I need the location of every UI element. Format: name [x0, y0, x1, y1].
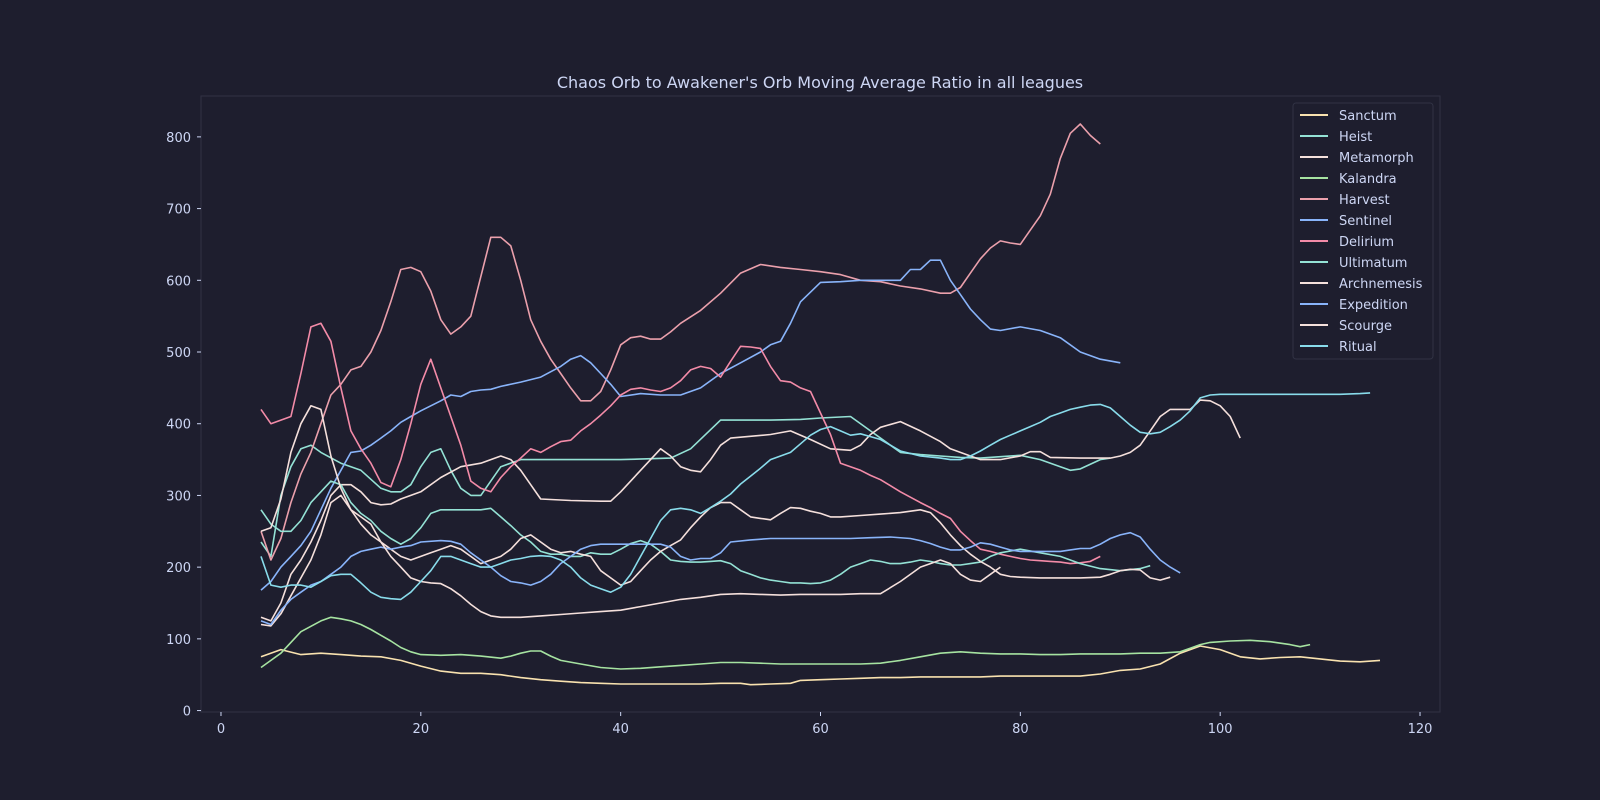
y-tick-label: 500: [166, 346, 191, 361]
y-tick-label: 800: [166, 131, 191, 146]
x-tick-label: 0: [217, 722, 225, 737]
series-line-heist: [260, 415, 1111, 558]
x-tick-label: 100: [1208, 722, 1233, 737]
y-tick-label: 0: [183, 705, 191, 720]
legend-label-delirium: Delirium: [1339, 235, 1394, 250]
x-tick-label: 60: [812, 722, 829, 737]
legend-label-scourge: Scourge: [1339, 319, 1392, 334]
x-axis: 0 20 40 60 80 100 120: [217, 712, 1433, 737]
legend-label-expedition: Expedition: [1339, 298, 1408, 313]
series-lines: [260, 123, 1381, 686]
series-line-metamorph: [260, 399, 1241, 622]
y-tick-label: 700: [166, 203, 191, 218]
legend-box: [1292, 102, 1434, 360]
legend-label-sentinel: Sentinel: [1339, 214, 1392, 229]
y-tick-label: 100: [166, 633, 191, 648]
y-tick-label: 400: [166, 418, 191, 433]
series-line-scourge: [260, 404, 1001, 619]
x-tick-label: 80: [1012, 722, 1029, 737]
series-line-harvest: [260, 123, 1101, 561]
legend-label-sanctum: Sanctum: [1339, 109, 1397, 124]
legend-label-ultimatum: Ultimatum: [1339, 256, 1407, 271]
y-tick-label: 300: [166, 489, 191, 504]
chart-title: Chaos Orb to Awakener's Orb Moving Avera…: [557, 73, 1083, 92]
x-tick-label: 40: [612, 722, 629, 737]
series-line-archnemesis: [260, 494, 1171, 627]
legend-label-archnemesis: Archnemesis: [1339, 277, 1423, 292]
legend: Sanctum Heist Metamorph Kalandra Harvest Sent…: [1292, 102, 1434, 360]
series-line-delirium: [260, 322, 1101, 565]
legend-label-metamorph: Metamorph: [1339, 151, 1414, 166]
y-tick-label: 200: [166, 561, 191, 576]
legend-label-heist: Heist: [1339, 130, 1372, 145]
series-line-expedition: [260, 531, 1181, 626]
series-line-ultimatum: [260, 480, 1151, 585]
series-line-sentinel: [260, 259, 1121, 591]
legend-label-kalandra: Kalandra: [1339, 172, 1397, 187]
y-tick-label: 600: [166, 274, 191, 289]
plot-area: [200, 95, 1441, 713]
series-line-ritual: [260, 392, 1371, 601]
series-line-kalandra: [260, 616, 1311, 670]
x-tick-label: 20: [413, 722, 430, 737]
series-line-sanctum: [260, 645, 1381, 686]
legend-label-harvest: Harvest: [1339, 193, 1390, 208]
y-axis: 0 100 200 300 400 500 600 700 800: [166, 131, 201, 720]
x-tick-label: 120: [1408, 722, 1433, 737]
legend-label-ritual: Ritual: [1339, 340, 1377, 355]
